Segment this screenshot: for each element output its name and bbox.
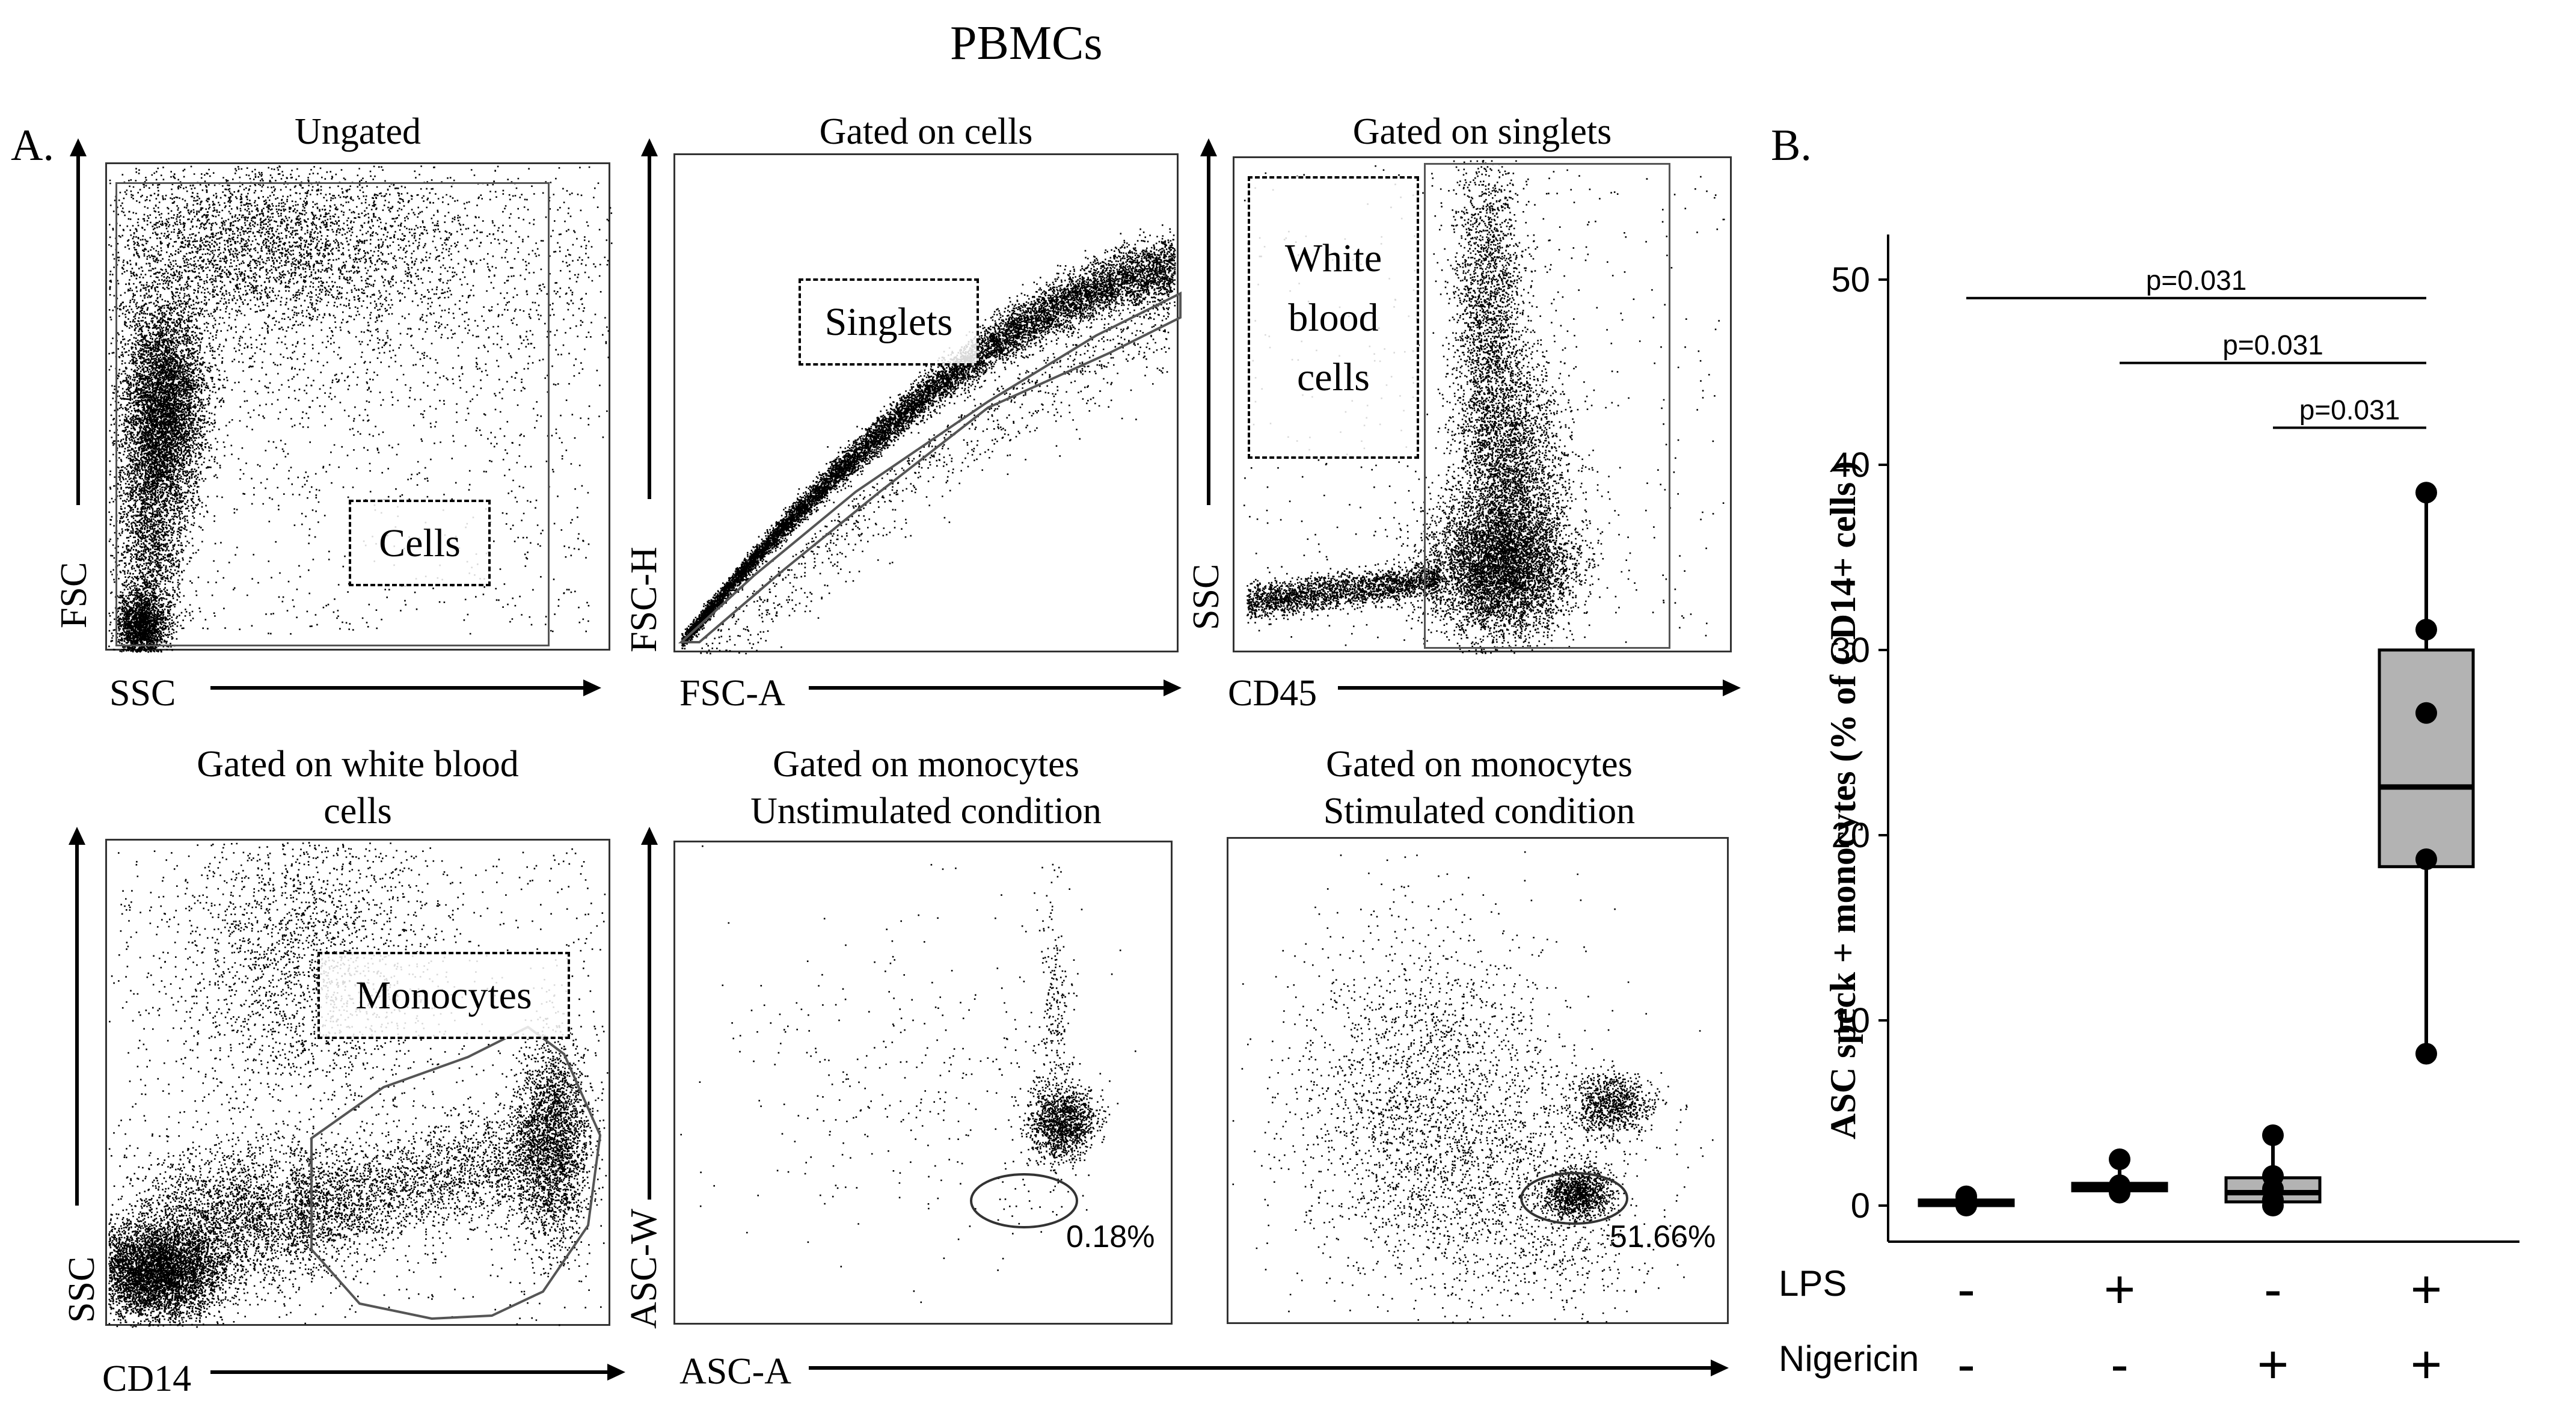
boxplot-chart: 0 10 20 30 40 50 - - + - - + + + p=0.031 p=0.031 p=0.031	[1831, 235, 2519, 1395]
plot2-x-label: FSC-A	[679, 673, 785, 714]
plot6-frame: 51.66%	[1227, 837, 1729, 1324]
plot3-gate	[1424, 163, 1670, 649]
plot1-x-arrow	[210, 679, 601, 696]
y-tick-label: 20	[1831, 816, 1870, 855]
plot4-y-arrow	[69, 827, 85, 1206]
plot6-title-line2: Stimulated condition	[1323, 791, 1636, 832]
panel-a-label: A.	[11, 121, 54, 170]
plot1-gate-label: Cells	[349, 500, 491, 586]
plot3-x-arrow	[1338, 679, 1741, 696]
shared-x-arrow	[809, 1360, 1729, 1376]
plot6-title-line1: Gated on monocytes	[1326, 744, 1633, 785]
plot4-scatter	[108, 842, 609, 1328]
data-point	[1955, 1191, 1977, 1213]
plot3-y-arrow	[1200, 138, 1217, 505]
plot3-gate-label-line2: blood	[1288, 295, 1379, 340]
plot2-x-arrow	[809, 679, 1182, 696]
plot1-y-arrow	[70, 138, 87, 505]
row-label-lps: LPS	[1779, 1263, 1847, 1304]
plot2-scatter	[678, 224, 1182, 655]
event-dots	[108, 165, 613, 653]
plot5-gate	[970, 1173, 1078, 1228]
plot3-title: Gated on singlets	[1352, 111, 1612, 152]
plot3-y-label: SSC	[1186, 563, 1227, 630]
plot4-y-label: SSC	[61, 1256, 102, 1323]
plot4-gate-label: Monocytes	[317, 952, 570, 1039]
data-point	[2415, 482, 2437, 504]
plot4-x-arrow	[210, 1364, 625, 1381]
plot2-frame: Singlets	[673, 153, 1182, 655]
panel-b-label: B.	[1771, 121, 1812, 170]
y-tick-label: 30	[1831, 631, 1870, 670]
lps-sign: +	[2104, 1260, 2136, 1320]
plot3-x-label: CD45	[1228, 673, 1317, 714]
plot1-y-label: FSC	[54, 562, 94, 628]
plot6-gate	[1520, 1172, 1628, 1225]
y-tick-label: 0	[1851, 1186, 1870, 1225]
plot4-gate	[310, 1025, 602, 1320]
nigericin-sign: -	[1957, 1335, 1975, 1395]
plot5-y-arrow	[641, 827, 658, 1200]
plot3-gate-label-line1: White	[1284, 236, 1382, 280]
box	[2378, 648, 2475, 868]
data-point	[2415, 702, 2437, 724]
data-point	[2415, 1043, 2437, 1065]
event-dots	[108, 842, 609, 1328]
lps-sign: -	[2264, 1260, 2282, 1320]
y-tick-label: 40	[1831, 446, 1870, 485]
plot3-frame: White blood cells	[1233, 156, 1732, 655]
data-point	[2262, 1124, 2284, 1146]
data-point	[2415, 848, 2437, 871]
plot1-frame: Cells	[105, 162, 613, 653]
lps-sign: -	[1957, 1260, 1975, 1320]
plot2-title: Gated on cells	[819, 111, 1033, 152]
plot4-x-label: CD14	[102, 1358, 192, 1399]
plot1-scatter	[108, 165, 613, 653]
p-value-label: p=0.031	[2146, 265, 2247, 296]
plot2-gate-label: Singlets	[799, 278, 979, 366]
figure-title: PBMCs	[950, 17, 1103, 70]
nigericin-sign: +	[2411, 1335, 2443, 1395]
plot5-title-line2: Unstimulated condition	[750, 791, 1102, 832]
plot3-scatter	[1244, 160, 1725, 655]
plot3-gate-label: White blood cells	[1248, 176, 1419, 459]
p-value-label: p=0.031	[2299, 394, 2400, 425]
plot4-title-line2: cells	[324, 791, 392, 832]
event-dots	[681, 224, 1176, 655]
plot2-gate	[678, 291, 1182, 643]
plot1-x-label: SSC	[109, 673, 176, 714]
shared-x-label: ASC-A	[679, 1351, 792, 1392]
data-point	[2415, 619, 2437, 641]
plot1-gate	[115, 182, 550, 646]
y-tick-label: 10	[1831, 1001, 1870, 1040]
data-point	[2262, 1165, 2284, 1187]
row-label-nigericin: Nigericin	[1779, 1338, 1919, 1379]
data-point	[2109, 1148, 2130, 1170]
data-point	[2109, 1176, 2130, 1198]
p-value-label: p=0.031	[2222, 330, 2323, 361]
plot5-frame: 0.18%	[673, 841, 1173, 1325]
plot6-percent: 51.66%	[1610, 1219, 1716, 1254]
plot5-title-line1: Gated on monocytes	[773, 744, 1079, 785]
plot4-title-line1: Gated on white blood	[197, 744, 519, 785]
nigericin-sign: +	[2257, 1335, 2289, 1395]
lps-sign: +	[2411, 1260, 2443, 1320]
plot4-frame: Monocytes	[105, 839, 610, 1328]
plot5-percent: 0.18%	[1066, 1219, 1155, 1254]
y-tick-label: 50	[1831, 260, 1870, 299]
plot2-y-label: FSC-H	[624, 547, 664, 652]
event-dots	[1244, 160, 1725, 655]
plot2-y-arrow	[641, 138, 658, 499]
plot1-title: Ungated	[294, 111, 422, 152]
boxplot-y-label: ASC speck + monocytes (% of CD14+ cells …	[1823, 461, 1863, 1139]
nigericin-sign: -	[2111, 1335, 2129, 1395]
plot5-y-label: ASC-W	[624, 1209, 664, 1329]
plot3-gate-label-line3: cells	[1297, 355, 1370, 399]
